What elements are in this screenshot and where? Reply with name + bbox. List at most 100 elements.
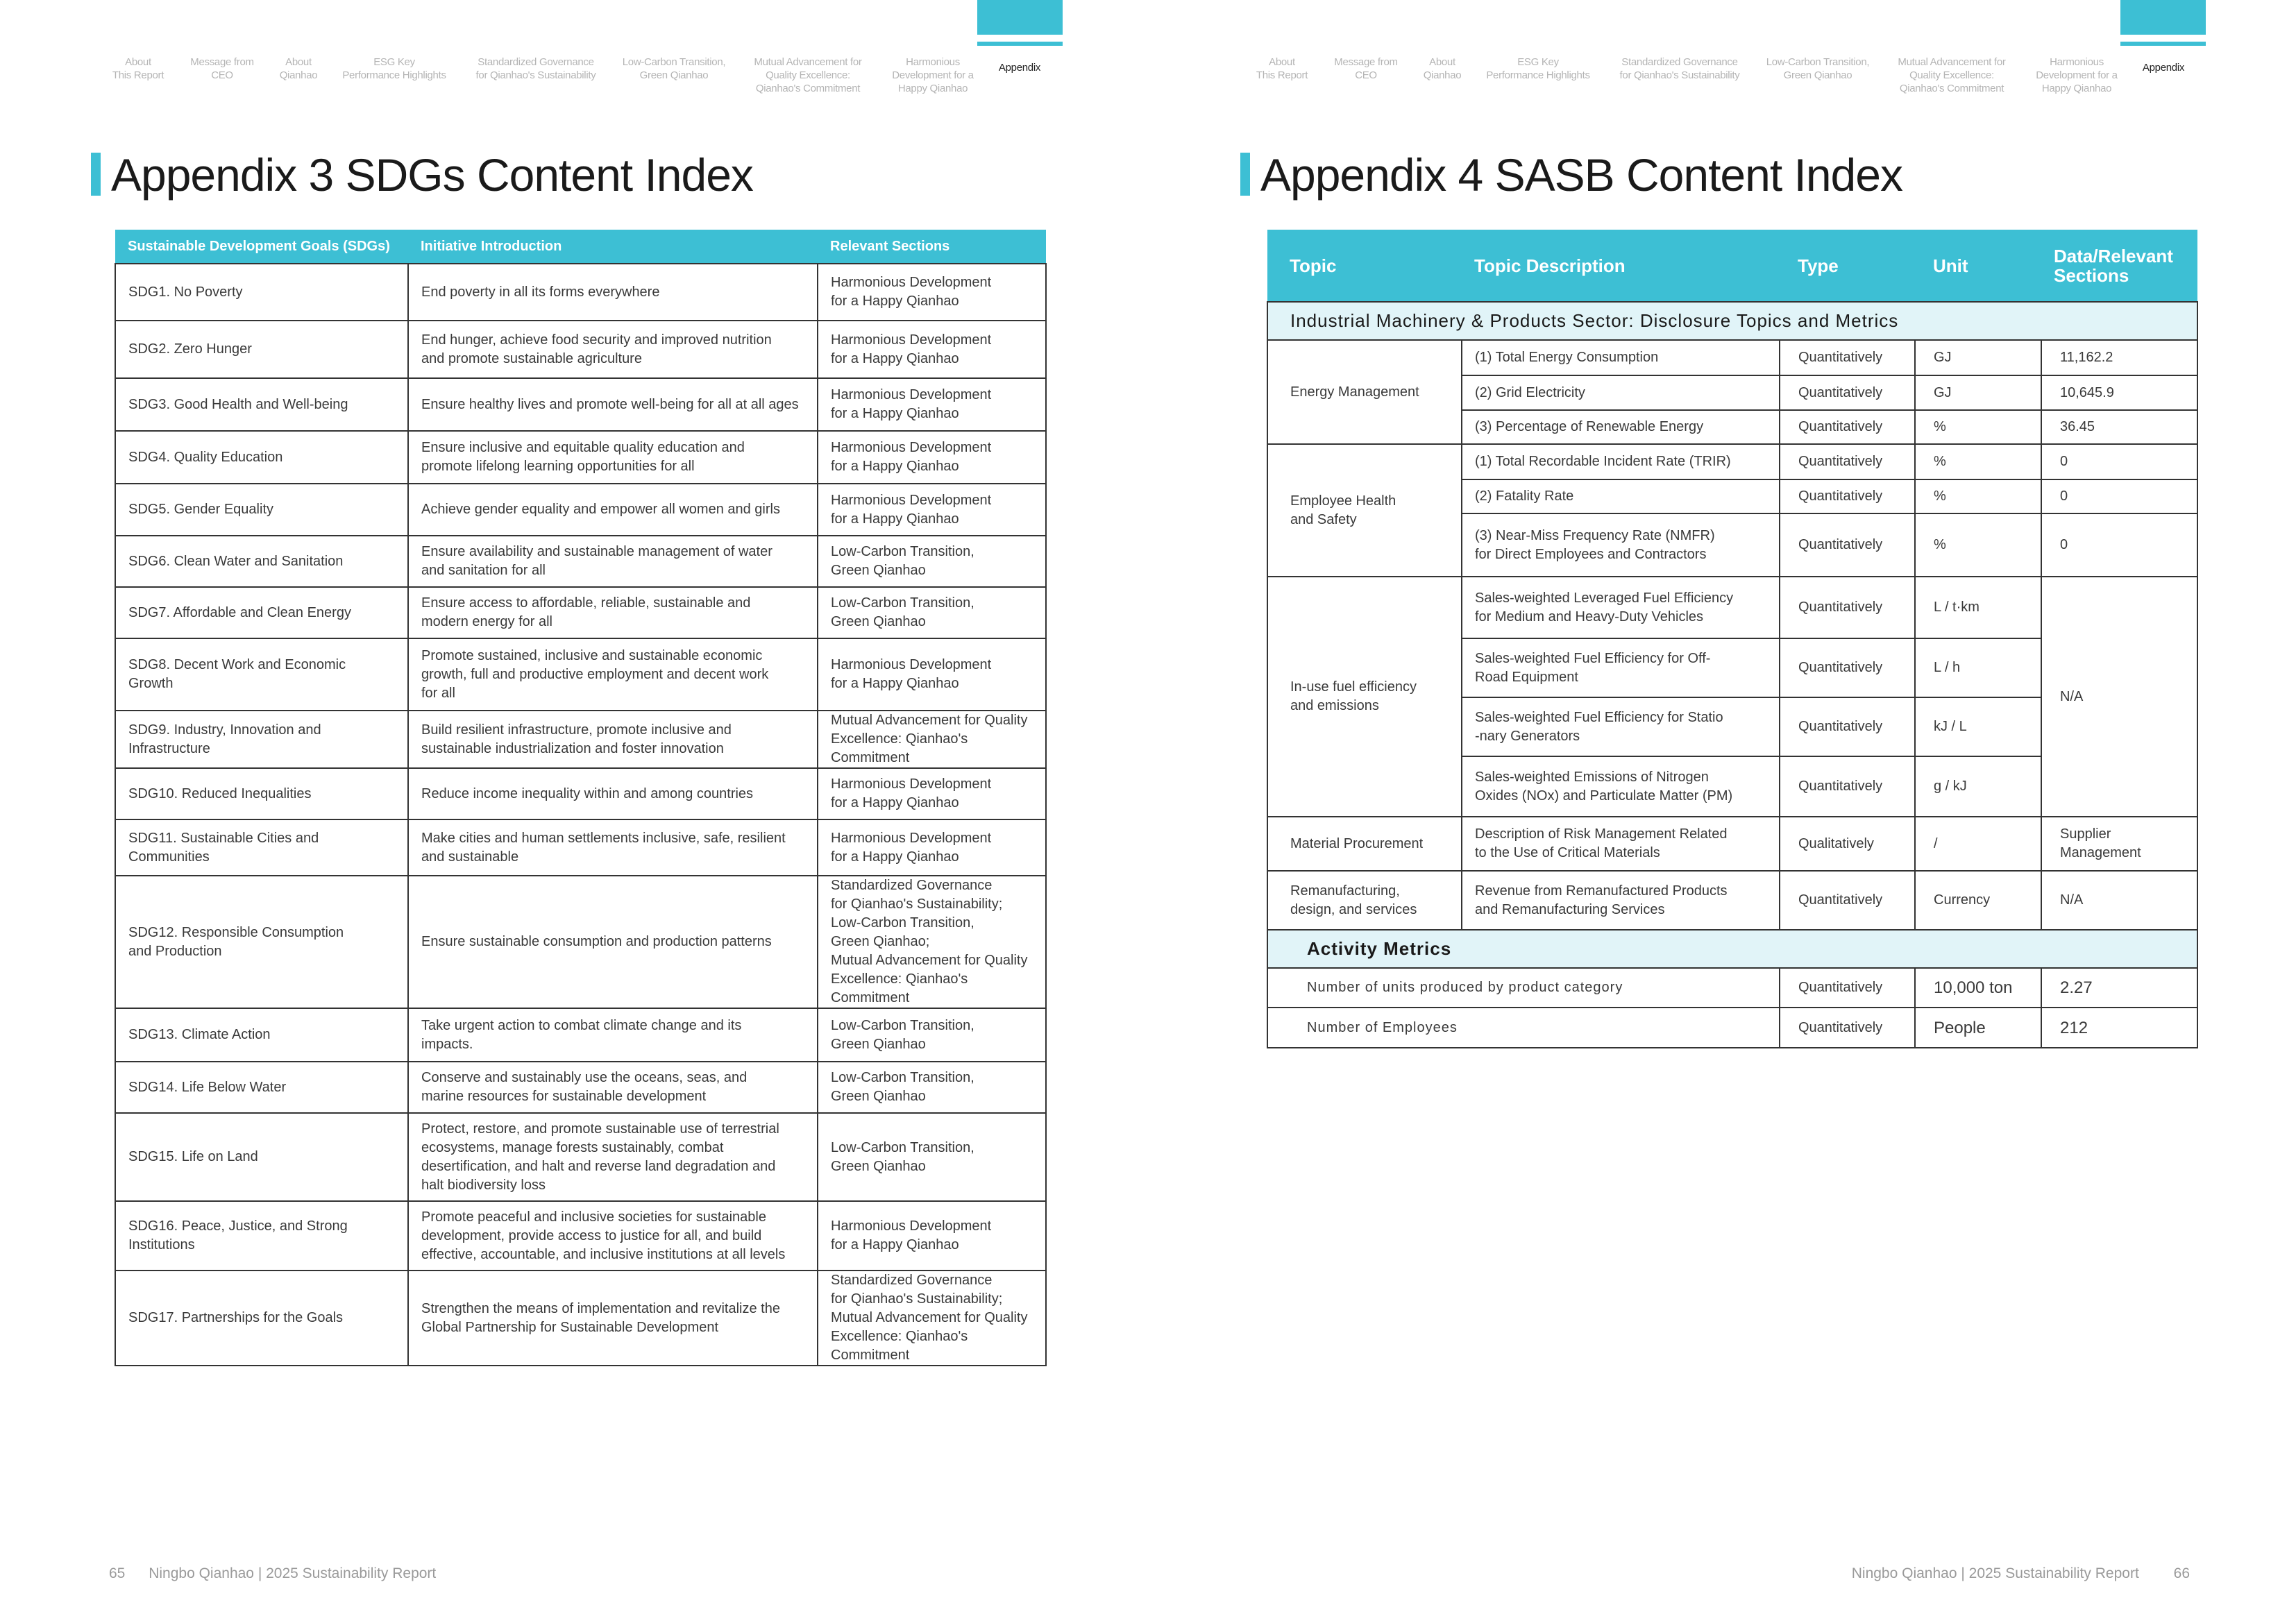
activity-description-cell: Number of units produced by product cate… <box>1267 967 1780 1008</box>
relevant-sections-cell: Standardized Governance for Qianhao's Su… <box>817 1270 1047 1366</box>
initiative-cell: Ensure access to affordable, reliable, s… <box>407 586 818 639</box>
table-header-row: Sustainable Development Goals (SDGs) Ini… <box>115 230 1046 264</box>
data-cell: 36.45 <box>2041 409 2198 445</box>
nav-item-8[interactable]: Harmonious Development for a Happy Qianh… <box>892 56 974 94</box>
footer-text: Ningbo Qianhao | 2025 Sustainability Rep… <box>149 1565 437 1581</box>
sdg-goal-cell: SDG17. Partnerships for the Goals <box>115 1270 409 1366</box>
nav-item-6[interactable]: Low-Carbon Transition, Green Qianhao <box>1766 56 1870 81</box>
nav-item-7[interactable]: Mutual Advancement for Quality Excellenc… <box>754 56 862 94</box>
unit-cell: % <box>1914 513 2042 577</box>
topic-description-cell: Description of Risk Management Related t… <box>1461 816 1780 872</box>
nav-item-8[interactable]: Harmonious Development for a Happy Qianh… <box>2036 56 2118 94</box>
table-row: SDG7. Affordable and Clean Energy Ensure … <box>115 586 1047 639</box>
type-cell: Quantitatively <box>1779 513 1916 577</box>
title-accent-bar <box>1240 153 1250 196</box>
type-cell: Quantitatively <box>1779 697 1916 757</box>
footer-left: 65 Ningbo Qianhao | 2025 Sustainability … <box>109 1565 436 1582</box>
column-header: Initiative Introduction <box>408 230 818 264</box>
sdg-goal-cell: SDG3. Good Health and Well-being <box>115 377 409 432</box>
topic-description-cell: Sales-weighted Fuel Efficiency for Off- … <box>1461 638 1780 698</box>
nav-item-5[interactable]: Standardized Governance for Qianhao's Su… <box>1619 56 1740 81</box>
unit-cell: L / t·km <box>1914 576 2042 639</box>
topic-description-cell: (1) Total Energy Consumption <box>1461 339 1780 376</box>
topic-cell: In-use fuel efficiency and emissions <box>1267 576 1462 817</box>
table-row: SDG11. Sustainable Cities and Communitie… <box>115 819 1047 876</box>
table-row: (3) Near-Miss Frequency Rate (NMFR) for … <box>1267 513 2198 577</box>
page-number: 65 <box>109 1565 126 1581</box>
initiative-cell: Achieve gender equality and empower all … <box>407 483 818 536</box>
table-row: SDG1. No Poverty End poverty in all its f… <box>115 263 1047 321</box>
active-tab-marker <box>2120 0 2206 35</box>
unit-cell: kJ / L <box>1914 697 2042 757</box>
sdg-goal-cell: SDG4. Quality Education <box>115 430 409 484</box>
relevant-sections-cell: Mutual Advancement for Quality Excellenc… <box>817 710 1047 769</box>
nav-item-3[interactable]: About Qianhao <box>1423 56 1462 81</box>
topic-description-cell: Sales-weighted Fuel Efficiency for Stati… <box>1461 697 1780 757</box>
nav-item-3[interactable]: About Qianhao <box>279 56 318 81</box>
nav-item-2[interactable]: Message from CEO <box>1334 56 1398 81</box>
topic-cell: Material Procurement <box>1267 816 1462 872</box>
data-cell: Supplier Management <box>2041 816 2198 872</box>
relevant-sections-cell: Harmonious Development for a Happy Qianh… <box>817 430 1047 484</box>
nav-item-4[interactable]: ESG Key Performance Highlights <box>342 56 446 81</box>
column-header: Type <box>1780 230 1915 302</box>
sdg-goal-cell: SDG7. Affordable and Clean Energy <box>115 586 409 639</box>
unit-cell: % <box>1914 479 2042 514</box>
unit-cell: 10,000 ton <box>1914 967 2042 1008</box>
nav-item-1[interactable]: About This Report <box>1256 56 1308 81</box>
activity-description-cell: Number of Employees <box>1267 1007 1780 1048</box>
topic-cell: Remanufacturing, design, and services <box>1267 870 1462 931</box>
table-row: Number of Employees Quantitatively People 2… <box>1267 1007 2198 1048</box>
table-row: (3) Percentage of Renewable Energy Quanti… <box>1267 409 2198 445</box>
initiative-cell: Ensure sustainable consumption and produ… <box>407 875 818 1009</box>
table-row: SDG16. Peace, Justice, and Strong Instit… <box>115 1200 1047 1271</box>
type-cell: Quantitatively <box>1779 756 1916 817</box>
table-row: SDG9. Industry, Innovation and Infrastru… <box>115 710 1047 769</box>
initiative-cell: Ensure healthy lives and promote well-be… <box>407 377 818 432</box>
relevant-sections-cell: Harmonious Development for a Happy Qianh… <box>817 263 1047 321</box>
relevant-sections-cell: Low-Carbon Transition, Green Qianhao <box>817 1061 1047 1114</box>
topic-description-cell: (2) Fatality Rate <box>1461 479 1780 514</box>
table-row: SDG14. Life Below Water Conserve and sust… <box>115 1061 1047 1114</box>
page-title: Appendix 3 SDGs Content Index <box>111 149 754 201</box>
active-tab-underline <box>2120 42 2206 46</box>
nav-item-2[interactable]: Message from CEO <box>190 56 254 81</box>
unit-cell: / <box>1914 816 2042 872</box>
unit-cell: % <box>1914 443 2042 480</box>
table-row: SDG12. Responsible Consumption and Produ… <box>115 875 1047 1009</box>
column-header: Relevant Sections <box>818 230 1046 264</box>
column-header: Sustainable Development Goals (SDGs) <box>115 230 408 264</box>
table-row: In-use fuel efficiency and emissions Sale… <box>1267 576 2198 817</box>
section-header-row: Activity Metrics <box>1267 929 2198 969</box>
table-row: Sales-weighted Fuel Efficiency for Off- … <box>1267 638 2197 698</box>
topic-description-cell: Revenue from Remanufactured Products and… <box>1461 870 1780 931</box>
table-row: SDG8. Decent Work and Economic Growth Pro… <box>115 638 1047 711</box>
nav-item-6[interactable]: Low-Carbon Transition, Green Qianhao <box>622 56 726 81</box>
relevant-sections-cell: Harmonious Development for a Happy Qianh… <box>817 1200 1047 1271</box>
nav-item-7[interactable]: Mutual Advancement for Quality Excellenc… <box>1898 56 2006 94</box>
nav-item-9[interactable]: Appendix <box>2142 62 2185 74</box>
sdg-goal-cell: SDG16. Peace, Justice, and Strong Instit… <box>115 1200 409 1271</box>
table-row: SDG4. Quality Education Ensure inclusive … <box>115 430 1047 484</box>
initiative-cell: Protect, restore, and promote sustainabl… <box>407 1112 818 1202</box>
relevant-sections-cell: Harmonious Development for a Happy Qianh… <box>817 767 1047 820</box>
data-cell: 0 <box>2041 513 2198 577</box>
relevant-sections-cell: Low-Carbon Transition, Green Qianhao <box>817 535 1047 588</box>
nav-item-4[interactable]: ESG Key Performance Highlights <box>1486 56 1590 81</box>
column-header: Unit <box>1915 230 2041 302</box>
unit-cell: % <box>1914 409 2042 445</box>
nav-item-1[interactable]: About This Report <box>112 56 164 81</box>
nav-item-5[interactable]: Standardized Governance for Qianhao's Su… <box>475 56 596 81</box>
table-row: Material Procurement Description of Risk … <box>1267 816 2198 872</box>
relevant-sections-cell: Low-Carbon Transition, Green Qianhao <box>817 586 1047 639</box>
unit-cell: Currency <box>1914 870 2042 931</box>
footer-right: Ningbo Qianhao | 2025 Sustainability Rep… <box>1852 1565 2190 1582</box>
data-cell: 212 <box>2041 1007 2198 1048</box>
sasb-content-index-table: Topic Topic Description Type Unit Data/R… <box>1267 230 2198 1048</box>
column-header: Topic Description <box>1462 230 1780 302</box>
topic-description-cell: (1) Total Recordable Incident Rate (TRIR… <box>1461 443 1780 480</box>
type-cell: Quantitatively <box>1779 638 1916 698</box>
relevant-sections-cell: Harmonious Development for a Happy Qianh… <box>817 377 1047 432</box>
nav-item-9[interactable]: Appendix <box>998 62 1041 74</box>
topic-cell: Energy Management <box>1267 339 1462 445</box>
